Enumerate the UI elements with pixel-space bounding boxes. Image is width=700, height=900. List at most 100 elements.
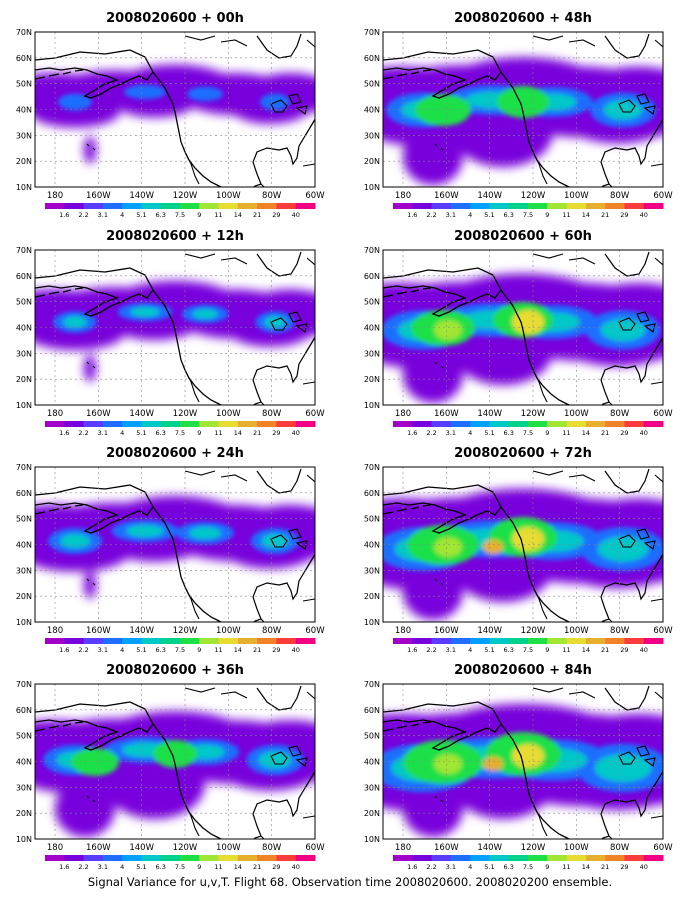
colorbar-swatch (141, 203, 162, 209)
colorbar-swatch (199, 855, 220, 861)
map-gridlines (35, 684, 315, 839)
colorbar-swatch (605, 638, 625, 644)
colorbar-label: 1.6 (407, 429, 417, 437)
lon-tick-label: 100W (564, 409, 589, 419)
colorbar-swatch (83, 638, 104, 644)
colorbar-swatch (470, 203, 490, 209)
lat-tick-label: 30N (364, 349, 380, 358)
map-frame (382, 249, 664, 406)
panel-title: 2008020600 + 36h (106, 663, 244, 678)
lon-tick-label: 100W (216, 626, 241, 636)
lat-tick-label: 20N (364, 375, 380, 384)
colorbar-label: 3.1 (98, 863, 108, 871)
lat-tick-label: 50N (364, 732, 380, 741)
map-gridlines (383, 467, 663, 622)
colorbar: 1.6 2.2 3.1 4 5.1 6.3 7.5 9 11 14 21 29 40 (393, 421, 664, 437)
map-panel: 2008020600 + 24h 70N 60N 50N 40N 30N 20N 10N 180… (16, 446, 325, 654)
colorbar-swatch (508, 421, 529, 427)
lon-tick-label: 180 (395, 191, 411, 201)
colorbar-label: 21 (253, 429, 261, 437)
colorbar-swatch (585, 855, 606, 861)
lat-tick-label: 70N (16, 246, 32, 255)
colorbar-swatch (412, 638, 433, 644)
colorbar-swatch (83, 203, 104, 209)
colorbar-swatch (605, 203, 625, 209)
colorbar-label: 3.1 (446, 646, 456, 654)
lat-tick-label: 20N (16, 592, 32, 601)
colorbar-label: 1.6 (59, 429, 69, 437)
lat-tick-label: 60N (364, 489, 380, 498)
colorbar-swatch (431, 203, 452, 209)
lon-tick-label: 140W (477, 626, 502, 636)
colorbar-label: 29 (272, 863, 280, 871)
colorbar-swatch (237, 203, 258, 209)
lat-tick-label: 10N (364, 618, 380, 627)
lat-tick-label: 10N (364, 401, 380, 410)
colorbar-swatch (624, 421, 645, 427)
colorbar-label: 11 (214, 863, 222, 871)
colorbar: 1.6 2.2 3.1 4 5.1 6.3 7.5 9 11 14 21 29 40 (393, 203, 664, 219)
lat-tick-label: 20N (16, 375, 32, 384)
colorbar-swatch (508, 855, 529, 861)
lat-tick-label: 60N (16, 706, 32, 715)
figure-caption: Signal Variance for u,v,T. Flight 68. Ob… (88, 875, 612, 889)
colorbar-swatch (624, 203, 645, 209)
colorbar-label: 40 (292, 211, 300, 219)
colorbar-swatch (45, 855, 65, 861)
colorbar-label: 9 (197, 863, 201, 871)
colorbar-label: 7.5 (175, 211, 185, 219)
colorbar-label: 4 (468, 429, 472, 437)
colorbar-swatch (295, 855, 316, 861)
colorbar: 1.6 2.2 3.1 4 5.1 6.3 7.5 9 11 14 21 29 40 (45, 638, 316, 654)
colorbar-swatch (431, 421, 452, 427)
lat-tick-label: 10N (16, 618, 32, 627)
colorbar-label: 4 (468, 211, 472, 219)
map-gridlines (35, 32, 315, 187)
colorbar-swatch (102, 421, 123, 427)
colorbar-swatch (547, 203, 568, 209)
colorbar-swatch (237, 638, 258, 644)
lat-tick-label: 70N (16, 28, 32, 37)
colorbar-swatch (393, 203, 413, 209)
panel-title: 2008020600 + 60h (454, 229, 592, 244)
colorbar-swatch (199, 638, 220, 644)
lat-tick-label: 40N (16, 106, 32, 115)
variance-field (35, 32, 315, 187)
colorbar-swatch (566, 203, 587, 209)
colorbar-label: 11 (562, 211, 570, 219)
map-panel: 2008020600 + 12h 70N 60N 50N 40N 30N 20N 10N 180… (16, 229, 325, 437)
colorbar-swatch (585, 203, 606, 209)
lat-tick-label: 10N (16, 835, 32, 844)
colorbar-swatch (605, 421, 625, 427)
map-panel: 2008020600 + 60h 70N 60N 50N 40N 30N 20N 10N 180… (364, 229, 673, 437)
colorbar-label: 9 (197, 646, 201, 654)
map-panel: 2008020600 + 72h 70N 60N 50N 40N 30N 20N 10N 180… (364, 446, 673, 654)
colorbar-label: 7.5 (523, 863, 533, 871)
lat-tick-label: 50N (16, 298, 32, 307)
colorbar-swatch (450, 421, 471, 427)
colorbar-swatch (83, 855, 104, 861)
colorbar-swatch (295, 421, 316, 427)
colorbar-label: 1.6 (59, 211, 69, 219)
lat-tick-label: 50N (16, 515, 32, 524)
colorbar-label: 6.3 (504, 863, 514, 871)
map-frame (34, 466, 316, 623)
colorbar-label: 14 (582, 211, 590, 219)
colorbar-label: 40 (292, 646, 300, 654)
colorbar-swatch (180, 855, 200, 861)
colorbar-label: 40 (640, 211, 648, 219)
lon-tick-label: 60W (653, 409, 673, 419)
map-panel: 2008020600 + 48h 70N 60N 50N 40N 30N 20N 10N 180… (364, 11, 673, 219)
colorbar-label: 4 (468, 646, 472, 654)
colorbar-swatch (295, 203, 316, 209)
colorbar-swatch (180, 421, 200, 427)
colorbar-label: 9 (197, 211, 201, 219)
panel-title: 2008020600 + 48h (454, 11, 592, 26)
map-gridlines (383, 32, 663, 187)
lat-tick-label: 40N (16, 541, 32, 550)
colorbar-swatch (585, 638, 606, 644)
lat-tick-label: 60N (364, 706, 380, 715)
colorbar-label: 21 (253, 211, 261, 219)
lon-tick-label: 60W (305, 626, 325, 636)
lon-tick-label: 100W (564, 191, 589, 201)
